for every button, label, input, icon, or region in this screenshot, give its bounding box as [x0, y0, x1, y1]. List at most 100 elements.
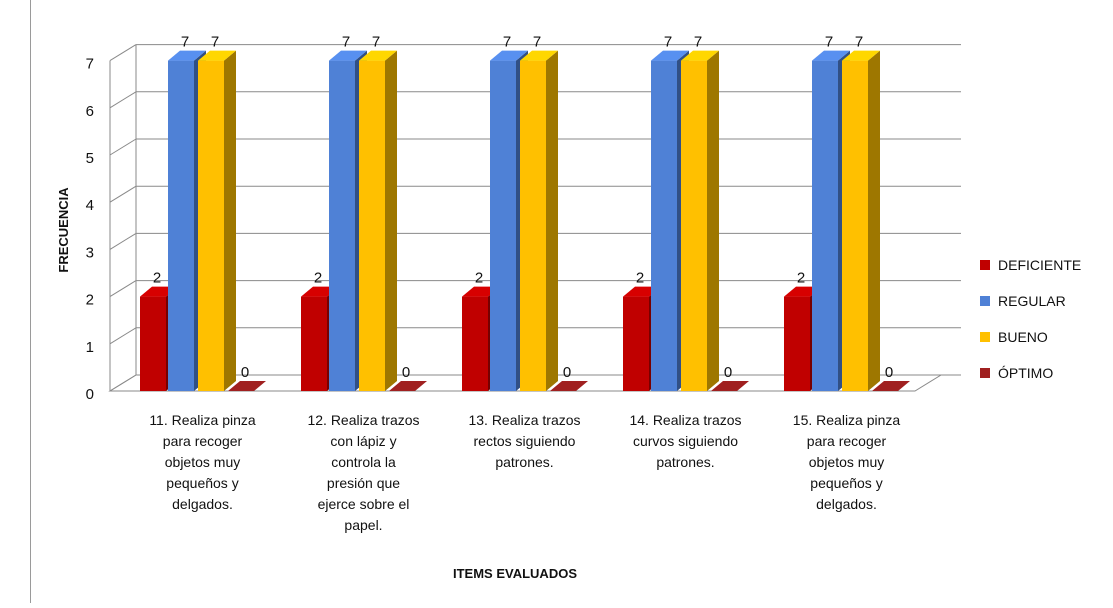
wall-gridline [109, 185, 137, 203]
legend-swatch-bueno [980, 332, 990, 342]
x-tick-label: 11. Realiza pinza para recoger objetos muy… [149, 412, 256, 512]
legend-label-deficiente: DEFICIENTE [998, 257, 1082, 273]
y-axis-title: FRECUENCIA [56, 187, 71, 273]
x-tick-label-line: delgados. [172, 496, 233, 512]
legend-item-regular: REGULAR [980, 283, 1081, 319]
x-tick-label-line: curvos siguiendo [633, 433, 738, 449]
bar [359, 60, 385, 391]
data-label: 2 [797, 270, 805, 287]
bar-zero [711, 381, 749, 391]
legend-label-regular: REGULAR [998, 293, 1066, 309]
x-tick-label-line: objetos muy [809, 454, 884, 470]
bar [490, 60, 516, 391]
bar [520, 60, 546, 391]
bar-top [359, 50, 397, 61]
bar-side [546, 50, 558, 391]
x-tick-label-line: papel. [344, 517, 382, 533]
x-tick-label-line: pequeños y [166, 475, 238, 491]
y-tick-label: 7 [86, 56, 94, 73]
bar [301, 296, 327, 391]
data-label: 2 [153, 270, 161, 287]
legend-swatch-regular [980, 296, 990, 306]
x-tick-label-line: presión que [327, 475, 400, 491]
legend-label-optimo: ÓPTIMO [998, 365, 1054, 381]
bar-zero [389, 381, 427, 391]
data-label: 0 [563, 364, 571, 381]
bar-side [707, 50, 719, 391]
bar-zero [872, 381, 910, 391]
legend-item-bueno: BUENO [980, 319, 1081, 355]
legend-swatch-optimo [980, 368, 990, 378]
bar [681, 60, 707, 391]
bar-top [329, 50, 367, 61]
bar [168, 60, 194, 391]
wall-gridline [109, 44, 137, 62]
data-label: 7 [664, 34, 672, 51]
chart-legend: DEFICIENTE REGULAR BUENO ÓPTIMO [980, 247, 1081, 391]
data-label: 7 [342, 34, 350, 51]
data-label: 7 [503, 34, 511, 51]
x-tick-label-line: 13. Realiza trazos [468, 412, 580, 428]
x-tick-label-line: ejerce sobre el [318, 496, 410, 512]
x-tick-label: 14. Realiza trazos curvos siguiendo patron… [629, 412, 741, 470]
x-tick-label: 15. Realiza pinza para recoger objetos muy… [793, 412, 901, 512]
x-tick-label: 12. Realiza trazos con lápiz y controla la… [307, 412, 419, 533]
x-tick-label-line: 14. Realiza trazos [629, 412, 741, 428]
bar-side [868, 50, 880, 391]
bar-zero [550, 381, 588, 391]
data-label: 2 [475, 270, 483, 287]
data-label: 0 [241, 364, 249, 381]
bar [784, 296, 810, 391]
data-label: 2 [636, 270, 644, 287]
y-tick-label: 5 [86, 150, 94, 167]
data-label: 7 [181, 34, 189, 51]
bar-top [842, 50, 880, 61]
wall-gridline [109, 327, 137, 345]
bar [329, 60, 355, 391]
data-label: 0 [885, 364, 893, 381]
x-tick-label-line: delgados. [816, 496, 877, 512]
x-axis-title: ITEMS EVALUADOS [453, 566, 577, 581]
bar [812, 60, 838, 391]
x-tick-label-line: objetos muy [165, 454, 240, 470]
x-tick-label-line: controla la [331, 454, 396, 470]
x-tick-label-line: patrones. [656, 454, 714, 470]
x-tick-label-line: rectos siguiendo [474, 433, 576, 449]
x-tick-label-line: para recoger [807, 433, 887, 449]
bar-top [490, 50, 528, 61]
x-tick-label-line: para recoger [163, 433, 243, 449]
data-label: 2 [314, 270, 322, 287]
legend-item-deficiente: DEFICIENTE [980, 247, 1081, 283]
y-tick-label: 2 [86, 292, 94, 309]
bar [462, 296, 488, 391]
legend-label-bueno: BUENO [998, 329, 1048, 345]
bar [651, 60, 677, 391]
data-label: 7 [533, 34, 541, 51]
data-label: 7 [372, 34, 380, 51]
bar [842, 60, 868, 391]
wall-gridline [109, 91, 137, 109]
x-tick-label-line: pequeños y [810, 475, 882, 491]
bar-top [520, 50, 558, 61]
legend-item-optimo: ÓPTIMO [980, 355, 1081, 391]
data-label: 0 [402, 364, 410, 381]
bar-top [198, 50, 236, 61]
bar-side [385, 50, 397, 391]
bar-top [812, 50, 850, 61]
bar-side [224, 50, 236, 391]
x-tick-label-line: con lápiz y [330, 433, 396, 449]
data-label: 0 [724, 364, 732, 381]
bar-top [681, 50, 719, 61]
bar [623, 296, 649, 391]
data-label: 7 [825, 34, 833, 51]
data-label: 7 [694, 34, 702, 51]
bar [140, 296, 166, 391]
x-tick-label-line: 11. Realiza pinza [149, 412, 256, 428]
x-tick-label: 13. Realiza trazos rectos siguiendo patron… [468, 412, 580, 470]
data-label: 7 [211, 34, 219, 51]
bar [198, 60, 224, 391]
y-tick-label: 0 [86, 386, 94, 403]
wall-gridline [109, 280, 137, 298]
left-border-line [30, 0, 31, 603]
